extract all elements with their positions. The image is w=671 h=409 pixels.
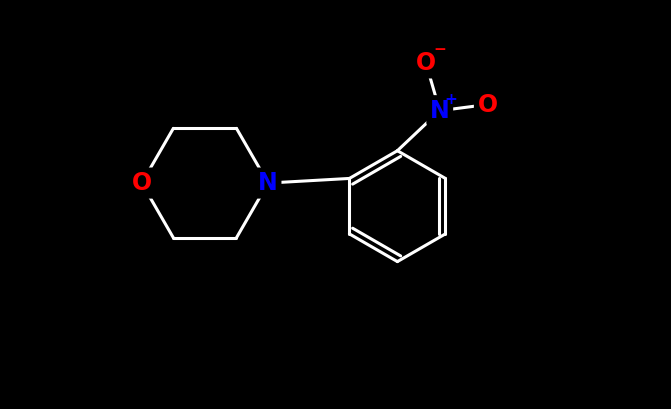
Text: O: O [416, 51, 436, 75]
Text: N: N [258, 171, 278, 195]
Text: N: N [430, 99, 450, 123]
Text: +: + [444, 92, 457, 107]
Text: −: − [433, 43, 446, 57]
Text: O: O [132, 171, 152, 195]
Text: O: O [478, 92, 498, 117]
